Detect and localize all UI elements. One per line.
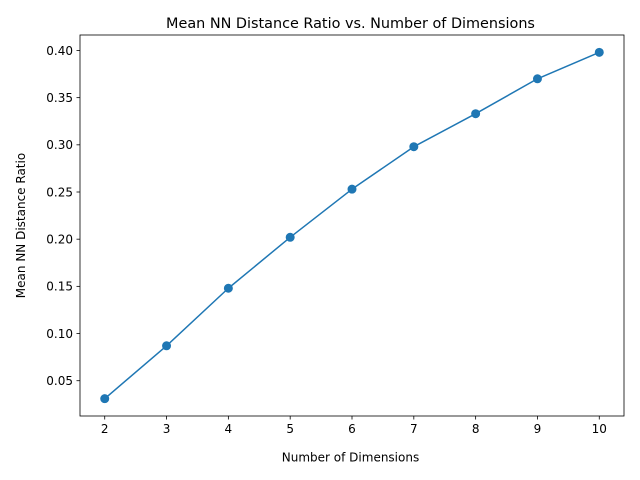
- x-tick-label: 7: [410, 422, 418, 436]
- data-point: [347, 184, 357, 194]
- x-tick-label: 8: [472, 422, 480, 436]
- y-tick-label: 0.25: [46, 185, 73, 199]
- y-axis-label: Mean NN Distance Ratio: [14, 153, 28, 298]
- y-tick-label: 0.30: [46, 138, 73, 152]
- y-tick-label: 0.15: [46, 280, 73, 294]
- x-tick-label: 9: [534, 422, 542, 436]
- data-point: [532, 74, 542, 84]
- y-tick-label: 0.20: [46, 232, 73, 246]
- data-point: [594, 47, 604, 57]
- y-tick-label: 0.40: [46, 44, 73, 58]
- data-point: [162, 341, 172, 351]
- y-tick-label: 0.35: [46, 91, 73, 105]
- x-tick-label: 10: [592, 422, 607, 436]
- y-tick-label: 0.05: [46, 374, 73, 388]
- x-axis-label: Number of Dimensions: [282, 451, 419, 465]
- x-tick-label: 6: [348, 422, 356, 436]
- x-tick-label: 2: [101, 422, 109, 436]
- plot-area: 2 3 4 5 6 7 8 9 10 0.05 0.10 0.15 0.20 0.25 0.30 0.35 0.…: [46, 34, 625, 436]
- chart-title: Mean NN Distance Ratio vs. Number of Dim…: [166, 16, 535, 32]
- x-tick-label: 3: [163, 422, 171, 436]
- y-tick-label: 0.10: [46, 327, 73, 341]
- data-point: [471, 109, 481, 119]
- x-tick-label: 4: [225, 422, 233, 436]
- data-point: [100, 394, 110, 404]
- x-tick-label: 5: [286, 422, 294, 436]
- data-point: [285, 232, 295, 242]
- data-point: [409, 142, 419, 152]
- data-point: [223, 283, 233, 293]
